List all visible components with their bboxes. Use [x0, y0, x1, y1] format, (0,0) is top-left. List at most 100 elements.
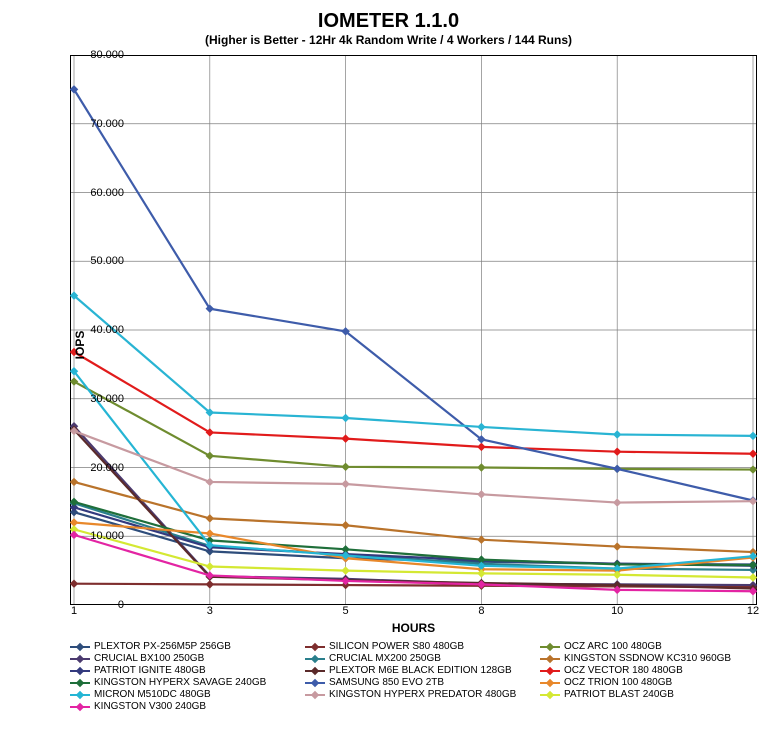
legend-item: SILICON POWER S80 480GB — [305, 641, 532, 652]
legend-item: SAMSUNG 850 EVO 2TB — [305, 677, 532, 688]
series-marker — [206, 478, 214, 486]
plot-svg — [70, 55, 757, 605]
legend-item: OCZ VECTOR 180 480GB — [540, 665, 767, 676]
y-tick-label: 40.000 — [90, 324, 124, 336]
legend-label: MICRON M510DC 480GB — [94, 689, 211, 700]
series-marker — [341, 463, 349, 471]
x-tick-label: 8 — [478, 605, 484, 617]
series-marker — [341, 566, 349, 574]
legend-marker — [70, 654, 90, 664]
legend-label: PATRIOT IGNITE 480GB — [94, 665, 206, 676]
legend-item: KINGSTON HYPERX PREDATOR 480GB — [305, 689, 532, 700]
y-tick-label: 20.000 — [90, 462, 124, 474]
chart-subtitle: (Higher is Better - 12Hr 4k Random Write… — [10, 33, 767, 47]
series-marker — [749, 465, 757, 473]
series-marker — [749, 561, 757, 569]
y-tick-label: 60.000 — [90, 187, 124, 199]
x-tick-label: 5 — [343, 605, 349, 617]
series-marker — [749, 450, 757, 458]
series-marker — [613, 498, 621, 506]
series-marker — [613, 447, 621, 455]
legend-marker — [70, 678, 90, 688]
series-marker — [477, 580, 485, 588]
y-tick-label: 10.000 — [90, 530, 124, 542]
legend-item: CRUCIAL BX100 250GB — [70, 653, 297, 664]
series-marker — [341, 480, 349, 488]
series-marker — [749, 497, 757, 505]
x-ticks: 1 3 5 8 10 12 — [70, 605, 757, 619]
legend-label: SAMSUNG 850 EVO 2TB — [329, 677, 444, 688]
series-marker — [206, 562, 214, 570]
legend-marker — [305, 678, 325, 688]
legend-marker — [540, 666, 560, 676]
legend-marker — [70, 702, 90, 712]
legend-marker — [540, 678, 560, 688]
series-marker — [206, 452, 214, 460]
legend-label: KINGSTON HYPERX PREDATOR 480GB — [329, 689, 516, 700]
y-ticks: 010.00020.00030.00040.00050.00060.00070.… — [70, 55, 130, 605]
legend-marker — [70, 690, 90, 700]
y-tick-label: 70.000 — [90, 118, 124, 130]
series-marker — [206, 580, 214, 588]
series-marker — [477, 535, 485, 543]
legend-label: SILICON POWER S80 480GB — [329, 641, 464, 652]
legend-item: KINGSTON SSDNOW KC310 960GB — [540, 653, 767, 664]
legend-marker — [305, 690, 325, 700]
x-tick-label: 3 — [207, 605, 213, 617]
series-marker — [341, 521, 349, 529]
series-marker — [477, 443, 485, 451]
series-marker — [477, 423, 485, 431]
legend-label: PLEXTOR PX-256M5P 256GB — [94, 641, 231, 652]
legend-item: OCZ ARC 100 480GB — [540, 641, 767, 652]
legend-label: CRUCIAL MX200 250GB — [329, 653, 441, 664]
legend-label: KINGSTON HYPERX SAVAGE 240GB — [94, 677, 266, 688]
series-marker — [477, 490, 485, 498]
legend-label: PATRIOT BLAST 240GB — [564, 689, 674, 700]
series-marker — [613, 542, 621, 550]
legend-label: PLEXTOR M6E BLACK EDITION 128GB — [329, 665, 512, 676]
legend-label: KINGSTON SSDNOW KC310 960GB — [564, 653, 731, 664]
legend-label: CRUCIAL BX100 250GB — [94, 653, 204, 664]
legend-label: KINGSTON V300 240GB — [94, 701, 206, 712]
series-line — [74, 89, 753, 500]
series-marker — [749, 573, 757, 581]
legend-marker — [70, 642, 90, 652]
legend-marker — [540, 642, 560, 652]
series-line — [74, 382, 753, 470]
legend-marker — [540, 690, 560, 700]
series-marker — [613, 430, 621, 438]
legend-item: PLEXTOR M6E BLACK EDITION 128GB — [305, 665, 532, 676]
legend-marker — [540, 654, 560, 664]
x-tick-label: 10 — [611, 605, 623, 617]
series-marker — [341, 434, 349, 442]
y-tick-label: 50.000 — [90, 255, 124, 267]
series-marker — [613, 465, 621, 473]
x-tick-label: 12 — [747, 605, 759, 617]
y-tick-label: 30.000 — [90, 393, 124, 405]
series-marker — [206, 514, 214, 522]
series-line — [74, 296, 753, 436]
legend-marker — [305, 654, 325, 664]
legend-item: PATRIOT BLAST 240GB — [540, 689, 767, 700]
legend-marker — [305, 666, 325, 676]
legend: PLEXTOR PX-256M5P 256GB SILICON POWER S8… — [70, 641, 767, 712]
x-tick-label: 1 — [71, 605, 77, 617]
y-tick-label: 80.000 — [90, 49, 124, 61]
chart-title: IOMETER 1.1.0 — [10, 10, 767, 33]
legend-item: KINGSTON HYPERX SAVAGE 240GB — [70, 677, 297, 688]
legend-label: OCZ ARC 100 480GB — [564, 641, 662, 652]
legend-item: CRUCIAL MX200 250GB — [305, 653, 532, 664]
legend-label: OCZ VECTOR 180 480GB — [564, 665, 683, 676]
plot-area-wrap: IOPS 010.00020.00030.00040.00050.00060.0… — [70, 55, 757, 635]
chart-container: IOMETER 1.1.0 (Higher is Better - 12Hr 4… — [10, 10, 767, 712]
legend-marker — [305, 642, 325, 652]
legend-item: MICRON M510DC 480GB — [70, 689, 297, 700]
legend-label: OCZ TRION 100 480GB — [564, 677, 672, 688]
legend-item: PLEXTOR PX-256M5P 256GB — [70, 641, 297, 652]
legend-marker — [70, 666, 90, 676]
series-marker — [477, 463, 485, 471]
series-marker — [749, 432, 757, 440]
series-marker — [341, 414, 349, 422]
x-axis-label: HOURS — [70, 621, 757, 635]
legend-item: KINGSTON V300 240GB — [70, 701, 297, 712]
